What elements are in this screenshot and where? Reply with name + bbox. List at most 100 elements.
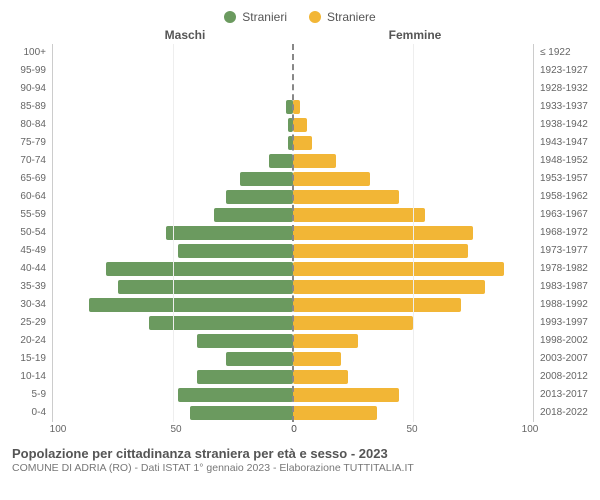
footer: Popolazione per cittadinanza straniera p… [8, 446, 592, 474]
bar-female [293, 262, 504, 276]
legend-item-female: Straniere [309, 10, 376, 24]
age-label: 0-4 [32, 404, 46, 422]
bar-male [166, 226, 293, 240]
age-label: 35-39 [20, 278, 46, 296]
age-label: 60-64 [20, 188, 46, 206]
bar-female [293, 316, 413, 330]
legend-item-male: Stranieri [224, 10, 287, 24]
legend-swatch-male [224, 11, 236, 23]
cohort-label: 1938-1942 [540, 116, 588, 134]
header-female: Femmine [300, 28, 530, 42]
cohort-label: 2003-2007 [540, 350, 588, 368]
age-label: 30-34 [20, 296, 46, 314]
y-axis-left: 100+95-9990-9485-8980-8475-7970-7465-696… [8, 44, 52, 422]
age-label: 95-99 [20, 62, 46, 80]
x-tick: 50 [406, 424, 417, 435]
bar-male [178, 388, 293, 402]
bar-male [178, 244, 293, 258]
cohort-label: 1978-1982 [540, 260, 588, 278]
age-label: 15-19 [20, 350, 46, 368]
bar-male [197, 370, 293, 384]
bar-male [269, 154, 293, 168]
age-label: 55-59 [20, 206, 46, 224]
legend-label-female: Straniere [327, 10, 376, 24]
cohort-label: 1923-1927 [540, 62, 588, 80]
x-axis-left: 100500 [58, 422, 294, 440]
age-label: 45-49 [20, 242, 46, 260]
bar-female [293, 118, 307, 132]
bar-male [197, 334, 293, 348]
x-tick: 50 [170, 424, 181, 435]
bar-male [89, 298, 293, 312]
gridline [173, 44, 174, 422]
bar-male [149, 316, 293, 330]
bar-male [226, 190, 293, 204]
chart-area: Fasce di età 100+95-9990-9485-8980-8475-… [8, 44, 592, 422]
x-tick: 100 [522, 424, 539, 435]
bar-female [293, 352, 341, 366]
cohort-label: 1968-1972 [540, 224, 588, 242]
age-label: 90-94 [20, 80, 46, 98]
legend-label-male: Stranieri [242, 10, 287, 24]
bar-female [293, 406, 377, 420]
bar-male [190, 406, 293, 420]
cohort-label: 1998-2002 [540, 332, 588, 350]
bar-female [293, 136, 312, 150]
cohort-label: 1928-1932 [540, 80, 588, 98]
age-label: 10-14 [20, 368, 46, 386]
cohort-label: 1943-1947 [540, 134, 588, 152]
bar-male [240, 172, 293, 186]
bar-female [293, 208, 425, 222]
header-male: Maschi [70, 28, 300, 42]
chart-subtitle: COMUNE DI ADRIA (RO) - Dati ISTAT 1° gen… [12, 462, 588, 474]
x-tick: 0 [291, 424, 297, 435]
cohort-label: 1933-1937 [540, 98, 588, 116]
cohort-label: ≤ 1922 [540, 44, 571, 62]
bar-male [106, 262, 293, 276]
cohort-label: 1963-1967 [540, 206, 588, 224]
age-label: 5-9 [32, 386, 46, 404]
legend-swatch-female [309, 11, 321, 23]
chart-title: Popolazione per cittadinanza straniera p… [12, 446, 588, 461]
age-label: 65-69 [20, 170, 46, 188]
bar-female [293, 154, 336, 168]
bar-female [293, 172, 370, 186]
age-label: 50-54 [20, 224, 46, 242]
y-axis-right: ≤ 19221923-19271928-19321933-19371938-19… [534, 44, 592, 422]
age-label: 75-79 [20, 134, 46, 152]
column-headers: Maschi Femmine [70, 28, 530, 42]
bar-female [293, 370, 348, 384]
bar-female [293, 190, 399, 204]
bar-male [118, 280, 293, 294]
bar-male [214, 208, 293, 222]
cohort-label: 1983-1987 [540, 278, 588, 296]
bar-female [293, 388, 399, 402]
gridline [413, 44, 414, 422]
age-label: 100+ [23, 44, 46, 62]
x-tick: 100 [50, 424, 67, 435]
bar-female [293, 244, 468, 258]
plot-area [52, 44, 534, 422]
cohort-label: 1953-1957 [540, 170, 588, 188]
cohort-label: 1993-1997 [540, 314, 588, 332]
cohort-label: 2018-2022 [540, 404, 588, 422]
age-label: 85-89 [20, 98, 46, 116]
bar-female [293, 226, 473, 240]
cohort-label: 2013-2017 [540, 386, 588, 404]
x-axis: 100500 050100 [58, 422, 530, 440]
legend: Stranieri Straniere [8, 10, 592, 24]
cohort-label: 1988-1992 [540, 296, 588, 314]
center-line [292, 44, 294, 422]
cohort-label: 1973-1977 [540, 242, 588, 260]
chart-container: Stranieri Straniere Maschi Femmine Fasce… [0, 0, 600, 500]
bar-female [293, 334, 358, 348]
cohort-label: 1948-1952 [540, 152, 588, 170]
bar-female [293, 298, 461, 312]
x-axis-right: 050100 [294, 422, 530, 440]
age-label: 25-29 [20, 314, 46, 332]
bar-female [293, 100, 300, 114]
age-label: 80-84 [20, 116, 46, 134]
age-label: 70-74 [20, 152, 46, 170]
bar-female [293, 280, 485, 294]
age-label: 20-24 [20, 332, 46, 350]
